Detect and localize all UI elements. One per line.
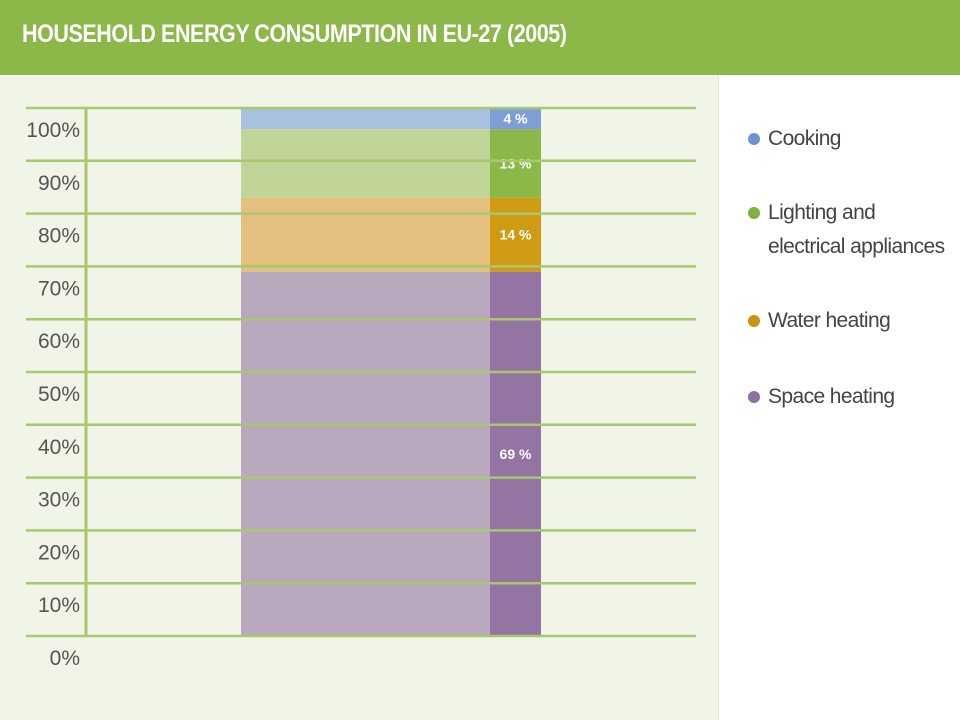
legend-label: Cooking [768, 122, 960, 156]
legend-label: Space heating [768, 380, 960, 414]
y-tick-label-0: 0% [50, 647, 80, 670]
legend-label-line: Lighting and [768, 201, 876, 224]
data-label-1: 14 % [500, 227, 532, 243]
legend-label-line: Cooking [768, 127, 841, 150]
chart-header: HOUSEHOLD ENERGY CONSUMPTION IN EU-27 (2… [0, 0, 960, 75]
legend-marker-dot [748, 315, 760, 327]
y-tick-label-5: 50% [38, 383, 80, 406]
legend-marker-dot [748, 207, 760, 219]
legend-marker-dot [748, 133, 760, 145]
bar-segment-light-2 [241, 129, 490, 198]
legend-label: Lighting and electrical appliances [768, 196, 960, 264]
y-tick-label-1: 10% [38, 594, 80, 617]
legend-label-line: Water heating [768, 309, 891, 332]
bar-segment-1 [490, 197, 541, 272]
y-tick-label-9: 90% [38, 172, 80, 195]
y-tick-label-7: 70% [38, 277, 80, 300]
legend-label-line: Space heating [768, 385, 895, 408]
chart-title: HOUSEHOLD ENERGY CONSUMPTION IN EU-27 (2… [22, 20, 567, 48]
stacked-bar-chart: 69 % 14 % 13 % 4 % 0% 10% 20% 30% 40% 50% 60% 70% 80… [26, 106, 696, 670]
y-tick-label-3: 30% [38, 489, 80, 512]
bar-segment-0 [490, 271, 541, 636]
legend-label: Water heating [768, 304, 960, 338]
data-label-3: 4 % [503, 111, 528, 127]
data-label-2: 13 % [500, 155, 532, 171]
y-tick-label-6: 60% [38, 330, 80, 353]
bar-segment-light-3 [241, 108, 490, 130]
legend-label-line: electrical appliances [768, 235, 945, 258]
bar-segment-light-1 [241, 197, 490, 272]
y-tick-label-2: 20% [38, 541, 80, 564]
bar-segment-3 [490, 108, 541, 130]
y-tick-label-4: 40% [38, 436, 80, 459]
data-label-0: 69 % [500, 446, 532, 462]
y-tick-label-10: 100% [26, 119, 80, 142]
bar-segment-light-0 [241, 271, 490, 636]
legend-marker-dot [748, 391, 760, 403]
y-tick-label-8: 80% [38, 225, 80, 248]
bar-segment-2 [490, 129, 541, 198]
